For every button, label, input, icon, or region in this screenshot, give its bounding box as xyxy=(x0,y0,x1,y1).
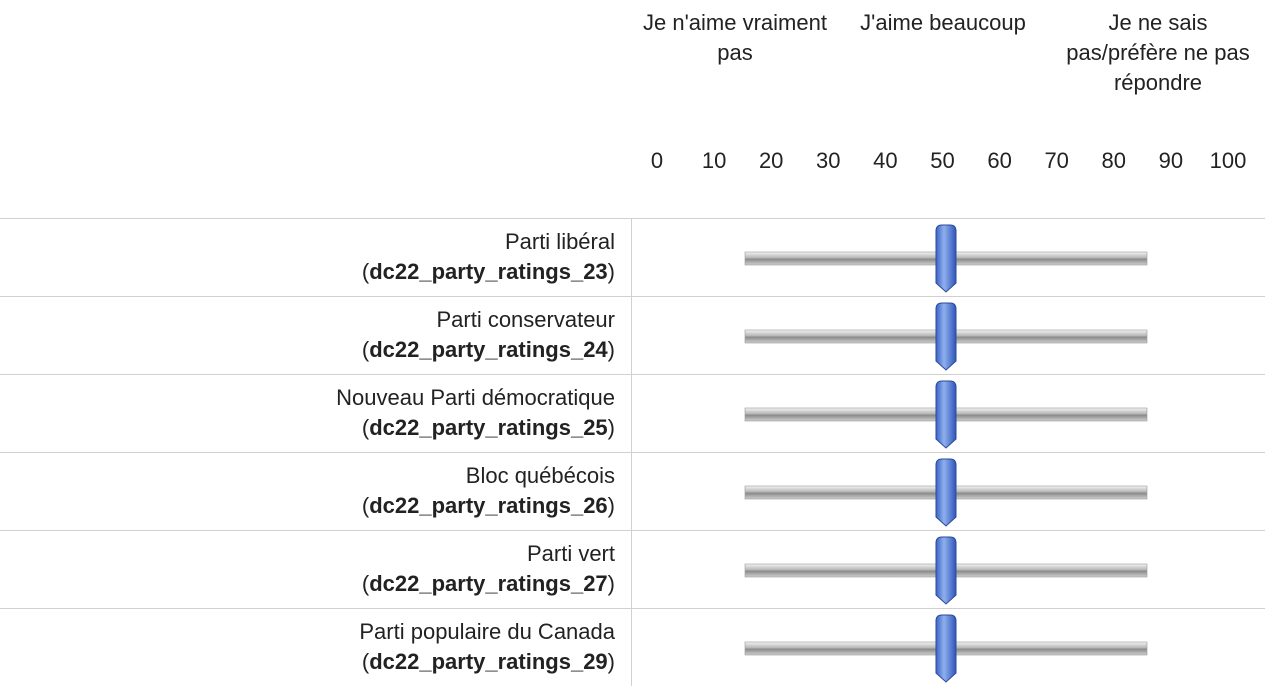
slider xyxy=(744,458,1148,527)
slider xyxy=(744,536,1148,605)
scale-label: 100 xyxy=(1209,148,1247,173)
row: Bloc québécois (dc22_party_ratings_26) xyxy=(0,452,1265,530)
party-name: Bloc québécois xyxy=(465,463,615,488)
bracket: ) xyxy=(607,493,615,518)
row-label: Parti libéral (dc22_party_ratings_23) xyxy=(0,219,632,296)
bracket: ( xyxy=(361,571,370,596)
row: Parti populaire du Canada (dc22_party_rat… xyxy=(0,608,1265,686)
variable-code: dc22_party_ratings_26 xyxy=(369,493,608,518)
row-label: Parti vert (dc22_party_ratings_27) xyxy=(0,531,632,608)
bracket: ( xyxy=(361,337,370,362)
party-name: Parti libéral xyxy=(504,229,615,254)
row: Parti conservateur (dc22_party_ratings_24… xyxy=(0,296,1265,374)
row-label: Nouveau Parti démocratique (dc22_party_ra… xyxy=(0,375,632,452)
scale-label: 80 xyxy=(1101,148,1127,173)
bracket: ) xyxy=(607,415,615,440)
bracket: ( xyxy=(361,649,370,674)
bracket: ) xyxy=(607,649,615,674)
party-name: Nouveau Parti démocratique xyxy=(336,385,615,410)
row-label: Parti conservateur (dc22_party_ratings_24… xyxy=(0,297,632,374)
slider-handle[interactable] xyxy=(935,380,957,449)
bracket: ( xyxy=(361,493,370,518)
party-name: Parti conservateur xyxy=(436,307,615,332)
scale-label: 0 xyxy=(650,148,664,173)
bracket: ) xyxy=(607,337,615,362)
slider-handle[interactable] xyxy=(935,302,957,371)
slider xyxy=(744,224,1148,293)
bracket: ( xyxy=(361,259,370,284)
slider xyxy=(744,302,1148,371)
bracket: ( xyxy=(361,415,370,440)
slider-handle[interactable] xyxy=(935,536,957,605)
column-header: J'aime beaucoup xyxy=(860,10,1026,35)
row: Parti vert (dc22_party_ratings_27) xyxy=(0,530,1265,608)
row-label: Bloc québécois (dc22_party_ratings_26) xyxy=(0,453,632,530)
variable-code: dc22_party_ratings_24 xyxy=(369,337,608,362)
variable-code: dc22_party_ratings_29 xyxy=(369,649,608,674)
scale-label: 40 xyxy=(873,148,898,173)
scale-label: 90 xyxy=(1158,148,1184,173)
variable-code: dc22_party_ratings_27 xyxy=(369,571,608,596)
variable-code: dc22_party_ratings_23 xyxy=(369,259,608,284)
column-header: Je ne sais pas/préfère ne pas répondre xyxy=(1066,10,1250,95)
scale-label: 70 xyxy=(1044,148,1069,173)
row: Parti libéral (dc22_party_ratings_23) xyxy=(0,218,1265,296)
scale-label: 20 xyxy=(758,148,784,173)
party-name: Parti vert xyxy=(526,541,615,566)
bracket: ) xyxy=(607,259,615,284)
slider-handle[interactable] xyxy=(935,224,957,293)
slider xyxy=(744,614,1148,683)
scale-label: 30 xyxy=(816,148,841,173)
scale-label: 10 xyxy=(701,148,727,173)
scale-label: 50 xyxy=(930,148,955,173)
slider-handle[interactable] xyxy=(935,614,957,683)
party-name: Parti populaire du Canada xyxy=(359,619,615,644)
slider-handle[interactable] xyxy=(935,458,957,527)
row-label: Parti populaire du Canada (dc22_party_rat… xyxy=(0,609,632,686)
row: Nouveau Parti démocratique (dc22_party_ra… xyxy=(0,374,1265,452)
bracket: ) xyxy=(607,571,615,596)
slider xyxy=(744,380,1148,449)
column-header: Je n'aime vraiment pas xyxy=(643,10,827,65)
scale-label: 60 xyxy=(987,148,1012,173)
variable-code: dc22_party_ratings_25 xyxy=(369,415,608,440)
